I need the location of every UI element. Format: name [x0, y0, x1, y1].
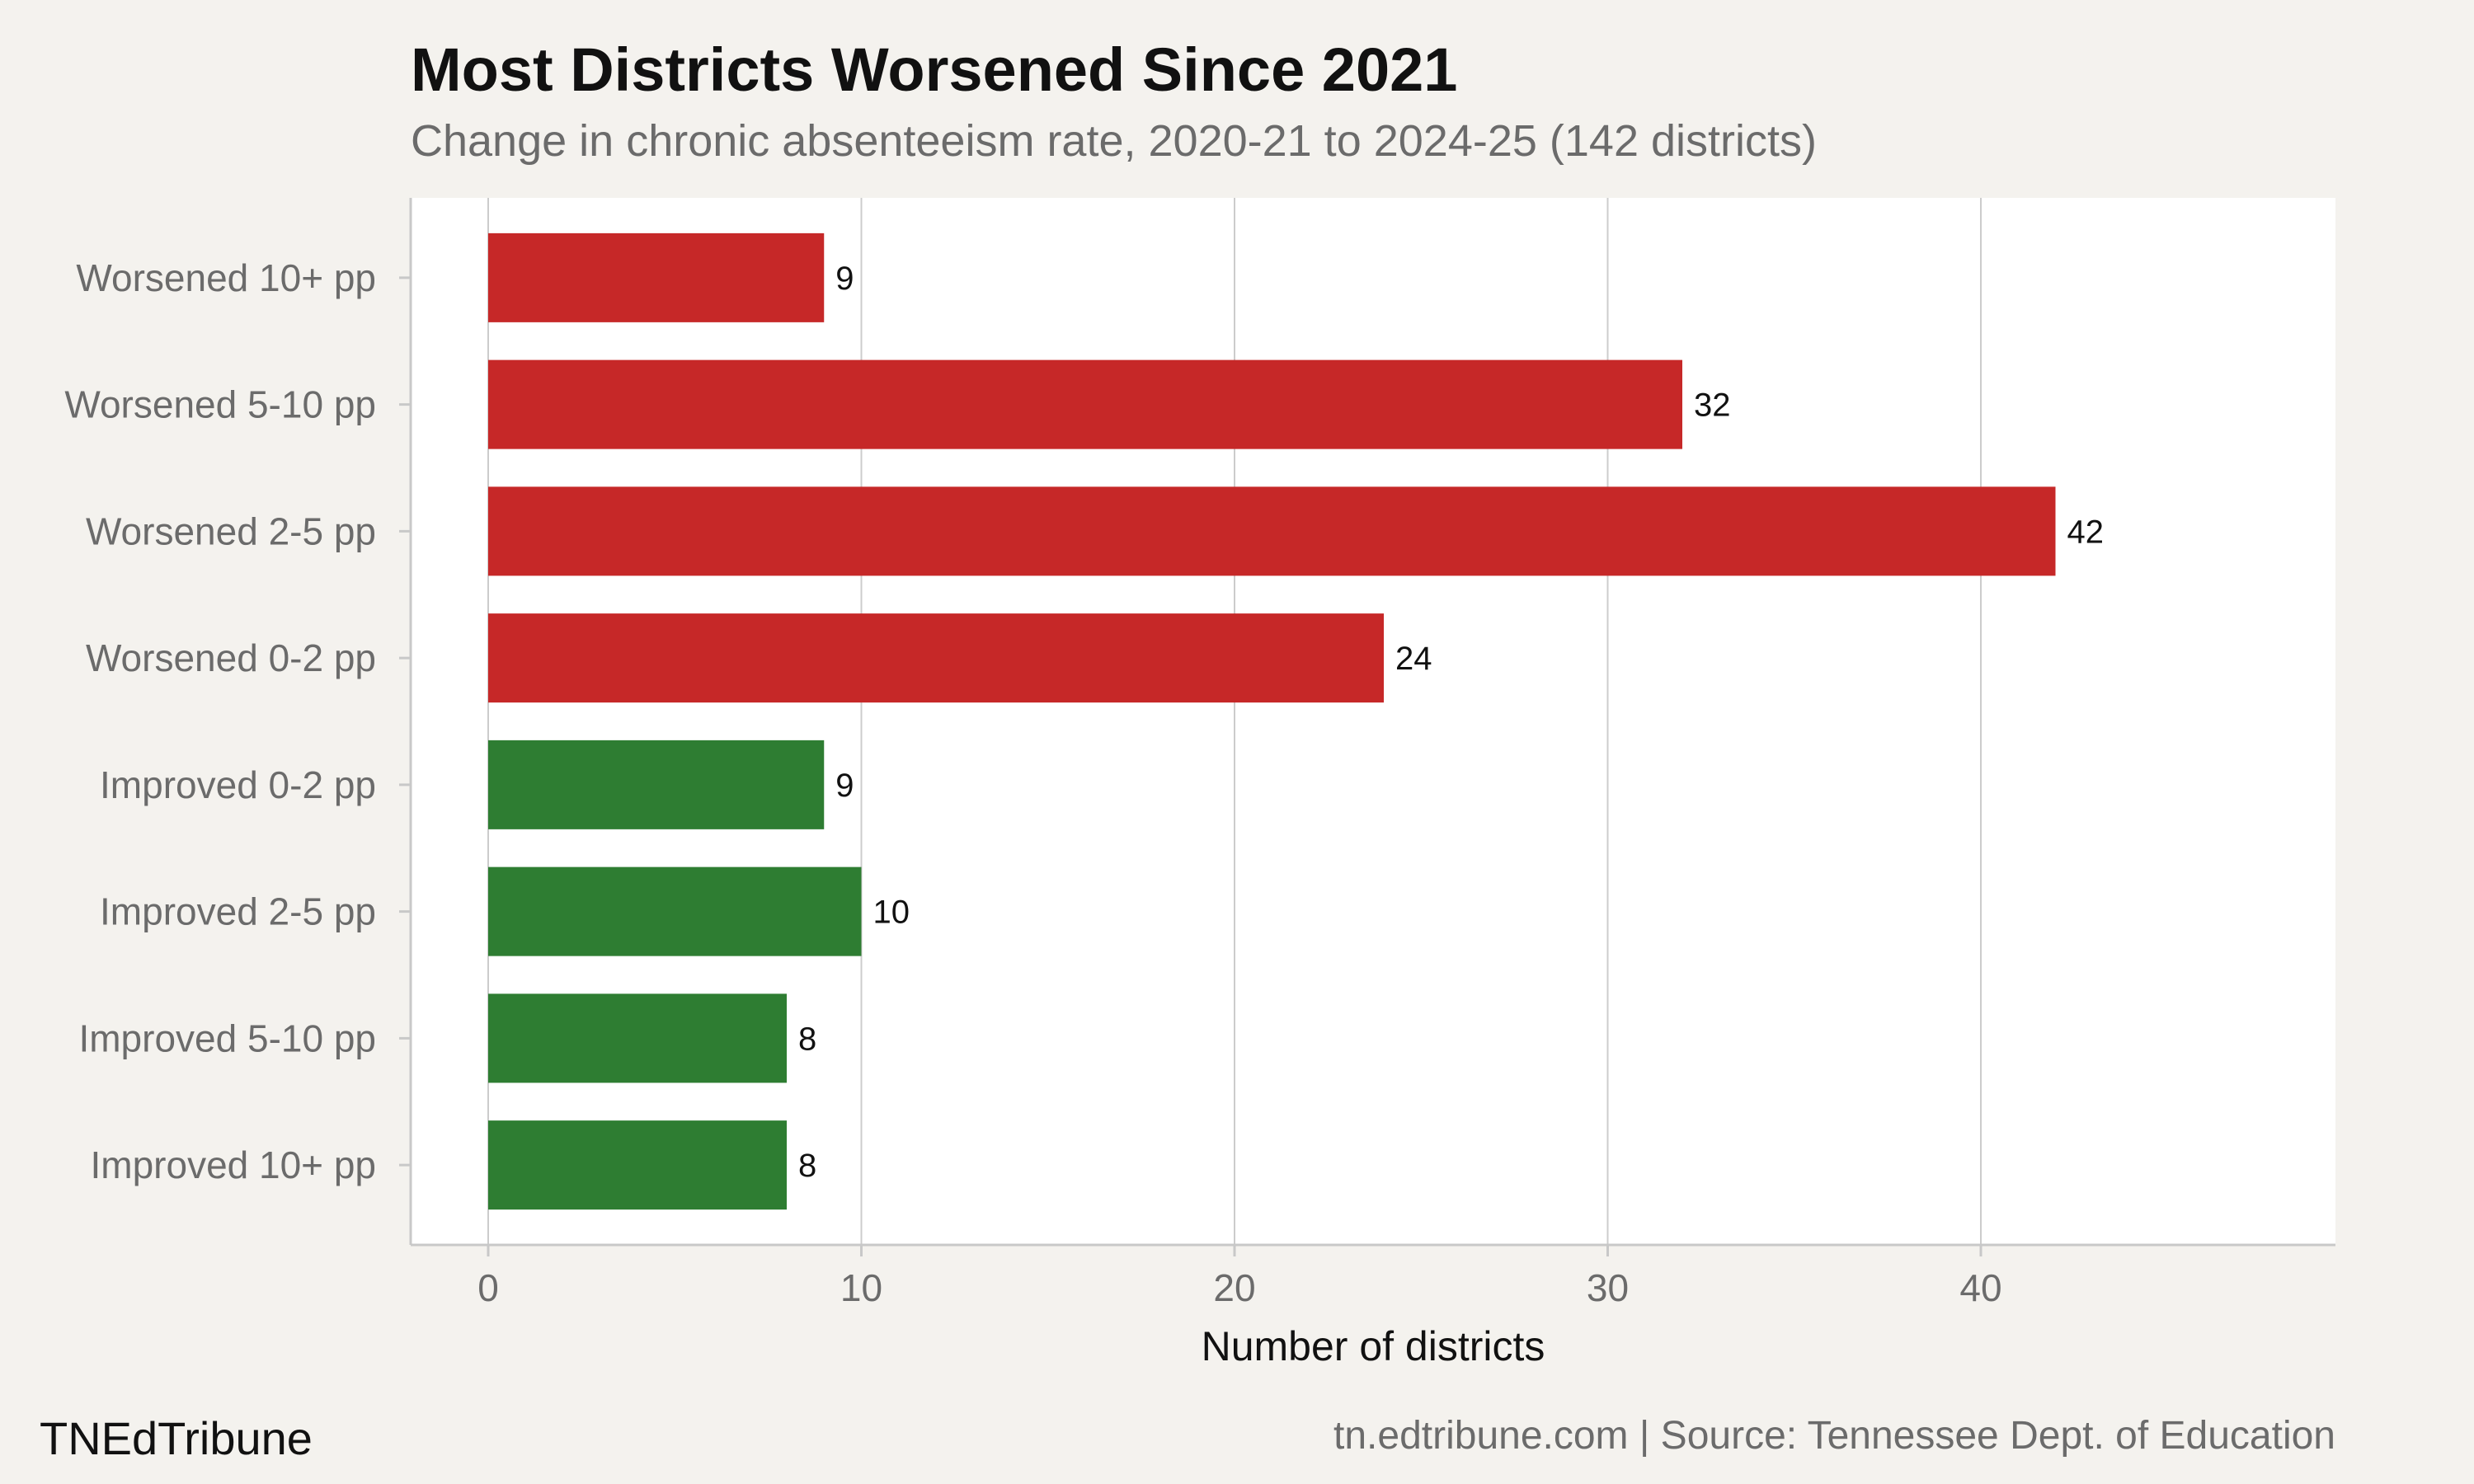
chart-subtitle: Change in chronic absenteeism rate, 2020…	[411, 116, 1817, 166]
y-tick-label-2: Worsened 2-5 pp	[86, 510, 376, 552]
x-tick-label-2: 20	[1213, 1266, 1255, 1309]
chart-title: Most Districts Worsened Since 2021	[411, 35, 1458, 104]
bar-0	[488, 232, 825, 322]
value-label-6: 8	[798, 1021, 816, 1057]
value-label-7: 8	[798, 1148, 816, 1184]
plot-panel	[411, 198, 2335, 1245]
y-tick-label-0: Worsened 10+ pp	[76, 256, 376, 299]
x-tick-label-3: 30	[1587, 1266, 1629, 1309]
value-label-3: 24	[1395, 641, 1432, 677]
y-tick-label-3: Worsened 0-2 pp	[86, 636, 376, 679]
y-tick-label-4: Improved 0-2 pp	[100, 763, 376, 806]
bar-7	[488, 1120, 787, 1210]
x-tick-labels: 0 10 20 30 40	[477, 1245, 2002, 1309]
value-label-0: 9	[835, 261, 854, 297]
bar-4	[488, 740, 825, 829]
x-axis-label: Number of districts	[1202, 1323, 1545, 1369]
value-labels: 9 32 42 24 9 10 8 8	[798, 261, 2104, 1184]
value-label-2: 42	[2067, 514, 2105, 550]
brand-logo-text: TNEdTribune	[40, 1412, 313, 1464]
bar-6	[488, 993, 787, 1083]
bars	[488, 232, 2056, 1210]
x-tick-label-4: 40	[1959, 1266, 2001, 1309]
value-label-5: 10	[873, 895, 910, 931]
source-note: tn.edtribune.com | Source: Tennessee Dep…	[1333, 1414, 2335, 1458]
y-tick-label-1: Worsened 5-10 pp	[64, 383, 376, 426]
bar-1	[488, 359, 1682, 449]
y-tick-label-7: Improved 10+ pp	[90, 1144, 376, 1186]
y-tick-label-5: Improved 2-5 pp	[100, 890, 376, 933]
value-label-1: 32	[1694, 387, 1731, 424]
bar-5	[488, 866, 862, 956]
x-tick-label-1: 10	[840, 1266, 882, 1309]
y-tick-label-6: Improved 5-10 pp	[78, 1017, 376, 1059]
x-tick-label-0: 0	[477, 1266, 499, 1309]
bar-2	[488, 486, 2056, 576]
value-label-4: 9	[835, 768, 854, 804]
bar-3	[488, 613, 1384, 703]
y-tick-labels: Worsened 10+ pp Worsened 5-10 pp Worsened …	[64, 256, 411, 1186]
